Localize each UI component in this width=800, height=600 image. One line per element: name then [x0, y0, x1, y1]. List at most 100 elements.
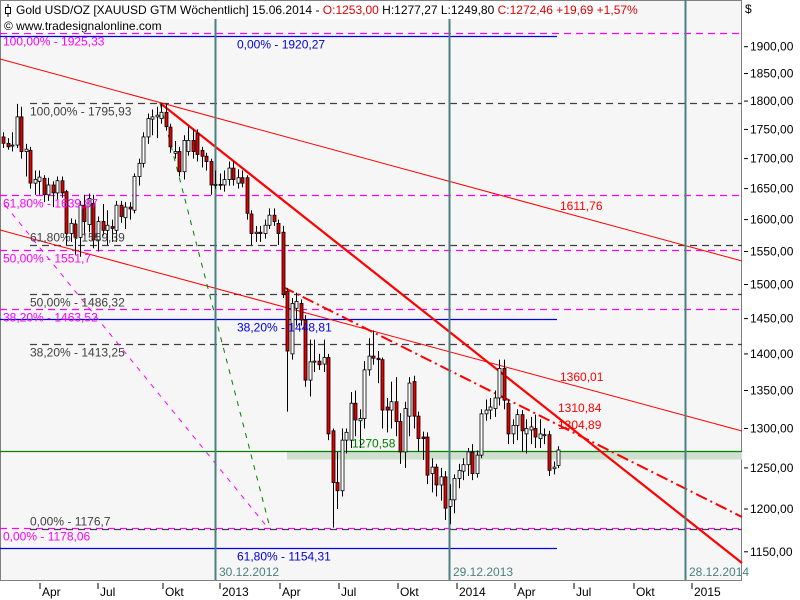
candle [290, 298, 295, 360]
candle [389, 381, 394, 429]
candle-body [195, 133, 200, 155]
candle-body [101, 221, 106, 231]
candle-body [69, 222, 74, 234]
candle [276, 219, 281, 246]
candle-body [24, 148, 29, 152]
candle [299, 299, 304, 326]
candle [96, 216, 101, 252]
candle [51, 181, 56, 208]
level-label: 61,80% - 1559,39 [30, 231, 125, 245]
candle-body [245, 177, 250, 214]
candle-body [168, 126, 173, 148]
candle [10, 132, 15, 152]
candle [28, 146, 33, 189]
trendline-upper [0, 58, 743, 262]
candle [403, 401, 408, 468]
candle [33, 170, 38, 195]
candle [470, 444, 475, 481]
candle-body [340, 439, 345, 492]
candle-body [218, 183, 223, 186]
candle-body [110, 226, 115, 229]
candle-body [272, 214, 277, 222]
candle-body [267, 214, 272, 226]
candle-body [42, 177, 47, 196]
candle [182, 135, 187, 180]
candle [407, 377, 412, 437]
candle [249, 210, 254, 246]
x-tick-label: Apr [517, 585, 536, 599]
trendline-dashdot [282, 286, 743, 518]
candle-body [497, 367, 502, 399]
close-change-value: C:1272,46 +19,69 +1,57% [498, 3, 638, 17]
candle [552, 461, 557, 475]
candle-body [308, 361, 313, 381]
y-tick-label: 1250,00 [750, 461, 794, 475]
candle-body [461, 464, 466, 472]
plot-area [0, 0, 742, 581]
candle-body [466, 451, 471, 466]
candle-body [281, 231, 286, 296]
candle-body [37, 176, 42, 182]
candle [37, 170, 42, 195]
level-label: 61,80% - 1154,31 [237, 550, 331, 564]
candle-body [538, 433, 543, 439]
candle [195, 129, 200, 162]
candle [119, 200, 124, 223]
candle-body [123, 206, 128, 219]
x-tick-label: 2015 [694, 585, 721, 599]
candle [240, 170, 245, 188]
candle [398, 413, 403, 464]
level-label: 100,00% - 1795,93 [30, 105, 132, 119]
x-tick-label: Okt [165, 585, 184, 599]
candle-body [493, 397, 498, 409]
candle [524, 419, 529, 454]
x-tick-label: Okt [636, 585, 655, 599]
candle [245, 175, 250, 220]
projection-line-magenta [4, 204, 269, 529]
candle [164, 103, 169, 131]
candle [258, 225, 263, 242]
candle-body [335, 482, 340, 492]
candle-body [10, 144, 15, 147]
candle-body [439, 476, 444, 486]
candle-body [209, 161, 214, 186]
candle [412, 375, 417, 429]
candle-body [33, 179, 38, 184]
candle-body [236, 177, 241, 184]
level-label: 0,00% - 1178,06 [3, 530, 91, 544]
trendline-label: 1310,84 [558, 401, 602, 415]
high-low-values: H:1277,27 L:1249,80 [379, 3, 498, 17]
candle [312, 339, 317, 373]
candle-body [407, 382, 412, 417]
level-label: 0,00% - 1176,7 [30, 515, 111, 529]
candle [493, 390, 498, 417]
candle-body [177, 151, 182, 173]
candle-body [6, 142, 11, 148]
y-tick-label: 1800,00 [750, 94, 794, 108]
candle [362, 361, 367, 429]
candle [317, 353, 322, 370]
y-tick-label: 1600,00 [750, 213, 794, 227]
candle-body [484, 409, 489, 415]
x-tick-label: Apr [282, 585, 301, 599]
candle [353, 390, 358, 437]
candle [434, 463, 439, 497]
candle-body [105, 224, 110, 231]
candle [371, 330, 376, 365]
candle [186, 126, 191, 156]
candle-body [556, 449, 561, 466]
candle [91, 194, 96, 249]
candle-body [213, 183, 218, 186]
y-tick-label: 1200,00 [750, 502, 794, 516]
level-label: 50,00% - 1486,32 [30, 296, 125, 310]
level-label: 61,80% - 1639,87 [3, 197, 98, 211]
candle [452, 474, 457, 514]
candle [475, 450, 480, 478]
candle-body [448, 499, 453, 507]
candle-body [290, 303, 295, 355]
candle-body [529, 426, 534, 431]
candle [267, 208, 272, 230]
candle [173, 140, 178, 159]
candle-body [150, 116, 155, 120]
